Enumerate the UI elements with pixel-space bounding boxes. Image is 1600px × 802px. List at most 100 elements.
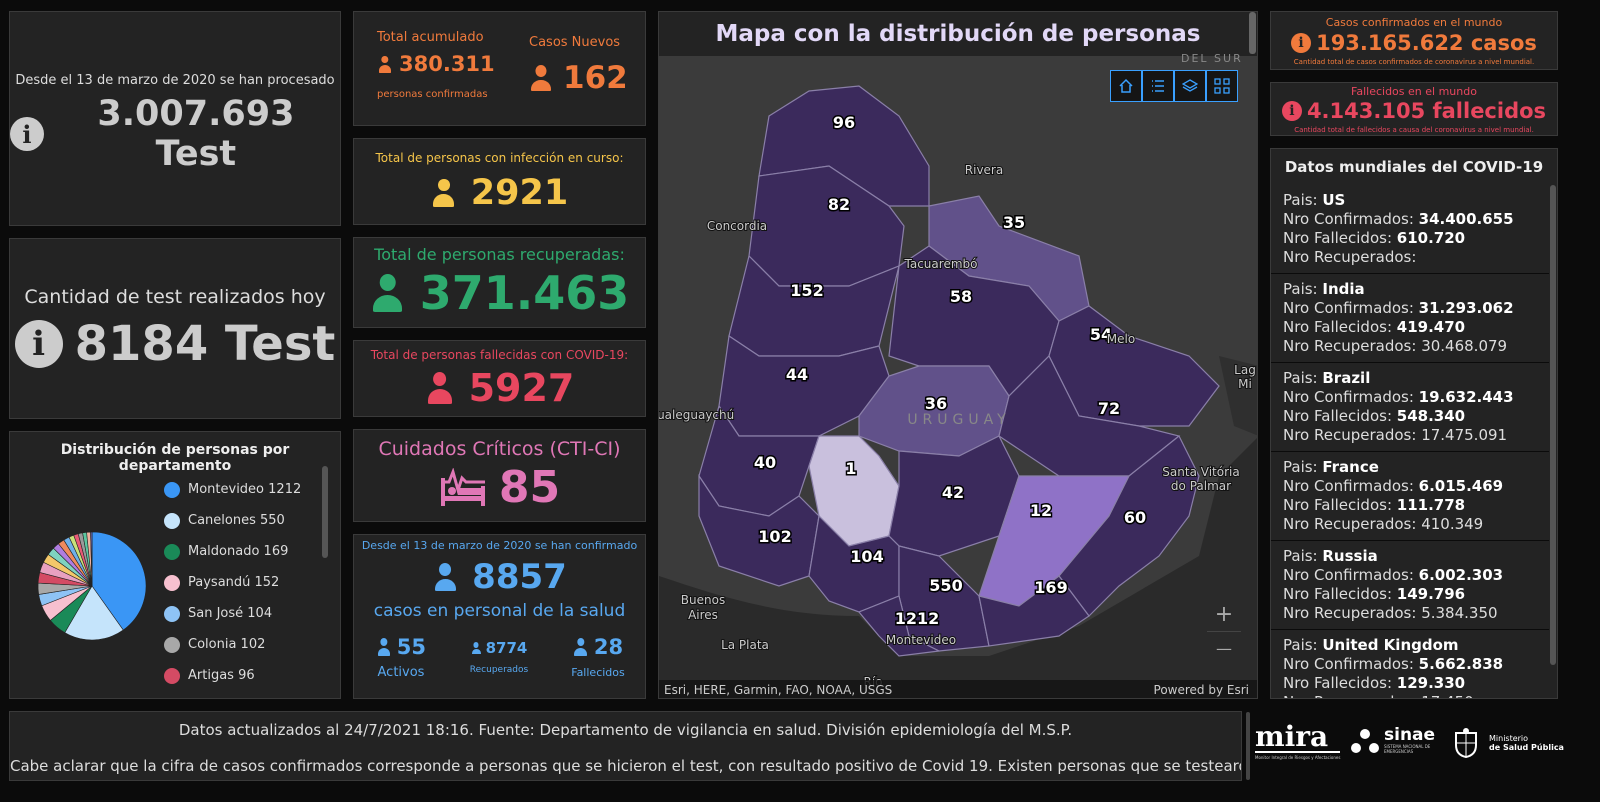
country-item[interactable]: Pais: Brazil Nro Confirmados: 19.632.443 N… — [1271, 363, 1549, 452]
map-scrollbar[interactable] — [1249, 12, 1256, 54]
country-stat: Nro Fallecidos: 111.778 — [1283, 496, 1466, 514]
map-powered-by[interactable]: Powered by Esri — [1153, 683, 1249, 697]
msp-logo-line-2: de Salud Pública — [1489, 743, 1564, 752]
legend-item[interactable]: Montevideo 1212 — [164, 474, 301, 505]
region-montevideo — [858, 595, 942, 657]
legend-swatch — [164, 667, 180, 684]
home-button[interactable] — [1110, 70, 1142, 102]
region-value-label: 58 — [950, 287, 972, 306]
sinae-logo[interactable]: sinae SISTEMA NACIONAL DE EMERGENCIAS — [1350, 727, 1440, 754]
cti-panel: Cuidados Críticos (CTI-CI) 85 — [353, 429, 646, 522]
country-stat: Nro Fallecidos: 129.330 — [1283, 674, 1466, 692]
pie-slice[interactable] — [91, 531, 147, 631]
city-label: Melo — [1107, 332, 1135, 346]
city-label: Mi — [1238, 377, 1252, 391]
legend-label: Colonia 102 — [188, 637, 266, 652]
person-icon — [376, 638, 392, 657]
country-item[interactable]: Pais: United Kingdom Nro Confirmados: 5.6… — [1271, 630, 1549, 698]
salud-panel: Desde el 13 de marzo de 2020 se han conf… — [353, 534, 646, 699]
tests-total-row: i 3.007.693 Test — [10, 94, 340, 174]
footer-scrollbar[interactable] — [1246, 712, 1250, 780]
country-label: URUGUAY — [907, 412, 1010, 428]
mira-logo[interactable]: mira Monitor Integral de Riesgos y Afect… — [1255, 723, 1341, 760]
map-canvas[interactable]: URUGUAY 96 82 35 152 58 54 44 36 72 40 1 42 12 60 102 1… — [659, 56, 1258, 699]
department-pie-chart[interactable] — [32, 526, 152, 646]
zoom-controls: + — — [1207, 598, 1241, 666]
legend-label: Artigas 96 — [188, 668, 255, 683]
legend-scrollbar[interactable] — [322, 466, 328, 558]
region-value-label: 44 — [786, 365, 808, 384]
legend-item[interactable]: Maldonado 169 — [164, 536, 301, 567]
country-stat: Nro Confirmados: 34.400.655 — [1283, 210, 1514, 228]
zoom-in-button[interactable]: + — [1207, 598, 1241, 632]
country-stat: Nro Fallecidos: 610.720 — [1283, 229, 1466, 247]
country-item[interactable]: Pais: US Nro Confirmados: 34.400.655 Nro F… — [1271, 185, 1549, 274]
country-stat: Pais: US — [1283, 191, 1346, 209]
country-item[interactable]: Pais: Russia Nro Confirmados: 6.002.303 Nr… — [1271, 541, 1549, 630]
region-value-label: 36 — [925, 394, 947, 413]
country-stat: Nro Recuperados: 17.475.091 — [1283, 426, 1508, 444]
salud-value: 8857 — [472, 557, 567, 597]
legend-label: Montevideo 1212 — [188, 482, 302, 497]
region-value-label: 54 — [1090, 325, 1112, 344]
info-icon: i — [1281, 100, 1302, 121]
country-stat: Nro Fallecidos: 149.796 — [1283, 585, 1466, 603]
world-deaths-row: i 4.143.105 fallecidos — [1281, 99, 1546, 123]
city-label: Tacuarembó — [904, 257, 978, 271]
layers-button[interactable] — [1174, 70, 1206, 102]
legend-item[interactable]: Artigas 96 — [164, 660, 301, 691]
legend-label: Canelones 550 — [188, 513, 285, 528]
region-value-label: 102 — [758, 527, 791, 546]
legend-item[interactable]: Canelones 550 — [164, 505, 301, 536]
map-header: Mapa con la distribución de personas — [659, 12, 1257, 56]
fallecidas-label: Total de personas fallecidas con COVID-1… — [370, 347, 629, 362]
legend-button[interactable] — [1142, 70, 1174, 102]
total-acumulado-row: 380.311 — [377, 52, 495, 76]
country-stat: Pais: Russia — [1283, 547, 1378, 565]
country-item[interactable]: Pais: India Nro Confirmados: 31.293.062 Nr… — [1271, 274, 1549, 363]
city-label: Montevideo — [886, 633, 956, 647]
salud-activos: 55 Activos — [376, 635, 426, 680]
world-confirmed-note: Cantidad total de casos confirmados de c… — [1293, 57, 1535, 66]
city-label: Rivera — [965, 163, 1003, 177]
country-stat: Nro Recuperados: — [1283, 248, 1417, 266]
uruguay-regions — [698, 85, 1220, 657]
mira-logo-sub: Monitor Integral de Riesgos y Afectacion… — [1255, 755, 1341, 760]
world-list-scrollbar[interactable] — [1550, 185, 1556, 665]
country-stat: Pais: India — [1283, 280, 1365, 298]
fallecidas-value: 5927 — [468, 365, 575, 410]
info-icon: i — [10, 117, 44, 151]
region-value-label: 35 — [1003, 213, 1025, 232]
legend-item[interactable]: San José 104 — [164, 598, 301, 629]
city-label: Santa Vitória — [1162, 465, 1239, 479]
country-stat: Nro Recuperados: 30.468.079 — [1283, 337, 1508, 355]
en-curso-label: Total de personas con infección en curso… — [375, 150, 624, 165]
region-value-label: 169 — [1034, 578, 1067, 597]
world-deaths-note: Cantidad total de fallecidos a causa del… — [1294, 125, 1534, 134]
msp-logo[interactable]: Ministerio de Salud Pública — [1451, 727, 1564, 759]
fallecidas-panel: Total de personas fallecidas con COVID-1… — [353, 340, 646, 417]
person-icon — [425, 372, 455, 404]
legend-item[interactable]: Paysandú 152 — [164, 567, 301, 598]
logos-area: mira Monitor Integral de Riesgos y Afect… — [1255, 717, 1595, 777]
country-item[interactable]: Pais: France Nro Confirmados: 6.015.469 Nr… — [1271, 452, 1549, 541]
world-list: Pais: US Nro Confirmados: 34.400.655 Nro F… — [1271, 185, 1549, 698]
qr-button[interactable] — [1206, 70, 1238, 102]
legend-item[interactable]: Colonia 102 — [164, 629, 301, 660]
city-label: Buenos — [681, 593, 725, 607]
legend-swatch — [164, 605, 180, 622]
cti-value: 85 — [498, 462, 561, 513]
country-stat: Nro Confirmados: 6.015.469 — [1283, 477, 1504, 495]
legend-label: Paysandú 152 — [188, 575, 280, 590]
en-curso-row: 2921 — [431, 173, 568, 213]
total-acumulado-value: 380.311 — [399, 52, 495, 76]
region-maldonado — [978, 575, 1090, 647]
fallecidos-label: Fallecidos — [571, 666, 625, 679]
zoom-out-button[interactable]: — — [1216, 639, 1232, 658]
map-title: Mapa con la distribución de personas — [715, 21, 1201, 47]
world-confirmed-label: Casos confirmados en el mundo — [1325, 15, 1503, 29]
recuperados-label: Recuperados — [469, 665, 529, 675]
person-icon — [370, 274, 406, 312]
tests-today-caption: Cantidad de test realizados hoy — [24, 285, 326, 308]
pie-slice[interactable] — [64, 585, 124, 641]
